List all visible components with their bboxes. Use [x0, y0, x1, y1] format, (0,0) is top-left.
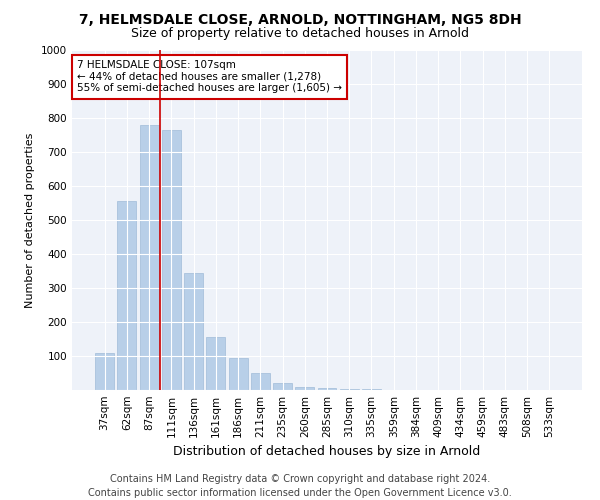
Bar: [140, 125, 158, 390]
Text: 7 HELMSDALE CLOSE: 107sqm
← 44% of detached houses are smaller (1,278)
55% of se: 7 HELMSDALE CLOSE: 107sqm ← 44% of detac…: [77, 60, 342, 94]
Bar: [273, 383, 292, 390]
Text: 7, HELMSDALE CLOSE, ARNOLD, NOTTINGHAM, NG5 8DH: 7, HELMSDALE CLOSE, ARNOLD, NOTTINGHAM, …: [79, 12, 521, 26]
Bar: [184, 272, 203, 390]
Bar: [340, 389, 359, 390]
Text: Contains HM Land Registry data © Crown copyright and database right 2024.
Contai: Contains HM Land Registry data © Crown c…: [88, 474, 512, 498]
Bar: [95, 352, 114, 390]
Bar: [251, 373, 270, 390]
Bar: [295, 386, 314, 390]
Bar: [118, 202, 136, 390]
Bar: [206, 338, 225, 390]
Bar: [229, 358, 248, 390]
Y-axis label: Number of detached properties: Number of detached properties: [25, 132, 35, 308]
Bar: [317, 388, 337, 390]
Bar: [162, 130, 181, 390]
X-axis label: Distribution of detached houses by size in Arnold: Distribution of detached houses by size …: [173, 446, 481, 458]
Text: Size of property relative to detached houses in Arnold: Size of property relative to detached ho…: [131, 28, 469, 40]
